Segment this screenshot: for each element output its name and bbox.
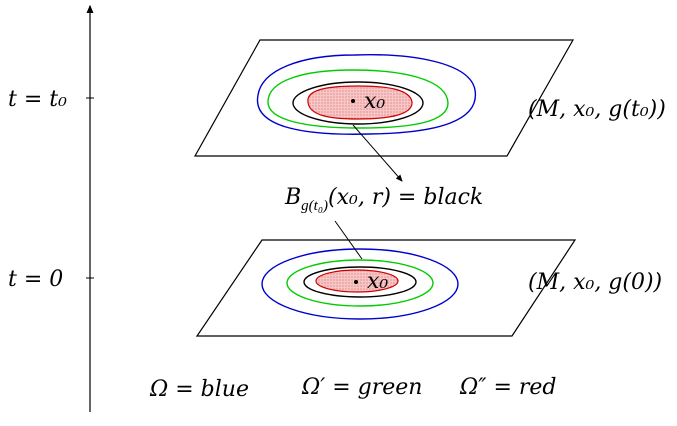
arrow-top-to-label <box>352 124 403 182</box>
bottom-omega-contour <box>261 248 459 320</box>
top-omega-double-prime-region <box>307 85 413 120</box>
legend-omega: Ω = blue <box>149 377 249 402</box>
bottom-plane-outline <box>195 239 577 337</box>
ball-label-subscript: g(t₀) <box>301 198 328 214</box>
bottom-plane: x₀ (M, x₀, g(0)) <box>195 239 662 337</box>
top-ball-contour <box>292 81 424 125</box>
legend: Ω = blue Ω′ = green Ω″ = red <box>149 375 557 402</box>
time-label-t0: t = t₀ <box>8 87 67 112</box>
arrow-label-to-bottom <box>334 220 363 260</box>
bottom-manifold-label: (M, x₀, g(0)) <box>528 270 662 295</box>
bottom-point-label: x₀ <box>367 269 388 294</box>
legend-omega-double-prime: Ω″ = red <box>459 375 557 400</box>
bottom-ball-contour <box>303 266 417 298</box>
bottom-point-x0 <box>354 280 358 284</box>
ball-label-args: (x₀, r) = black <box>328 185 483 210</box>
legend-omega-prime: Ω′ = green <box>301 375 422 400</box>
bottom-omega-prime-contour <box>286 259 434 307</box>
top-point-x0 <box>351 99 355 103</box>
ball-label: Bg(t₀)(x₀, r) = black <box>284 185 483 214</box>
top-point-label: x₀ <box>364 89 385 114</box>
top-plane-outline <box>193 39 575 157</box>
time-label-zero: t = 0 <box>8 267 63 292</box>
top-manifold-label: (M, x₀, g(t₀)) <box>528 97 666 122</box>
top-plane: x₀ (M, x₀, g(t₀)) <box>193 39 666 157</box>
top-omega-prime-contour <box>267 69 449 129</box>
top-omega-contour <box>256 54 477 135</box>
ball-label-main: B <box>284 185 301 210</box>
